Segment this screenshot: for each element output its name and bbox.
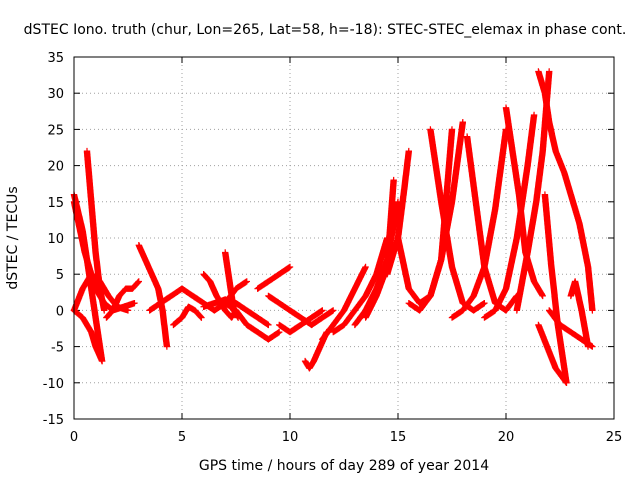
x-tick-label: 15 [390, 430, 407, 445]
series-31 [541, 191, 570, 386]
series-23 [405, 126, 456, 314]
y-tick-label: 10 [47, 232, 64, 247]
x-tick-label: 5 [178, 430, 186, 445]
data-point-markers [535, 321, 570, 386]
y-tick-label: 35 [47, 51, 64, 66]
x-tick-label: 10 [282, 430, 299, 445]
chart-title: dSTEC Iono. truth (chur, Lon=265, Lat=58… [24, 22, 627, 38]
x-tick-label: 0 [70, 430, 78, 445]
series-5 [103, 278, 142, 321]
series-18 [330, 234, 391, 336]
series-13 [254, 263, 294, 292]
data-point-markers [405, 126, 456, 314]
series-30 [535, 68, 596, 314]
y-tick-label: 20 [47, 160, 64, 175]
data-point-markers [135, 242, 171, 350]
axis-ticks: 0 5 10 15 20 25 -15 -10 -5 0 5 10 15 20 25 30 35 [43, 51, 623, 445]
data-point-markers [83, 147, 108, 314]
x-tick-label: 25 [606, 430, 623, 445]
y-tick-label: -10 [43, 377, 64, 392]
y-tick-label: 15 [47, 196, 64, 211]
y-tick-label: 25 [47, 123, 64, 138]
data-points [70, 68, 596, 386]
series-17 [319, 263, 369, 343]
y-tick-label: -5 [51, 341, 64, 356]
data-point-markers [254, 263, 294, 292]
data-point-markers [222, 300, 283, 343]
series-8 [170, 303, 205, 329]
series-4 [83, 147, 108, 314]
data-point-markers [103, 278, 142, 321]
series-21 [384, 147, 412, 278]
series-15 [276, 307, 326, 336]
data-point-markers [567, 278, 592, 350]
plot-frame [73, 56, 615, 420]
y-tick-label: 5 [56, 268, 64, 283]
y-tick-label: 30 [47, 87, 64, 102]
series-6 [135, 242, 171, 350]
y-axis-label: dSTEC / TECUs [5, 186, 21, 289]
series-12 [222, 300, 283, 343]
series-33 [567, 278, 592, 350]
data-point-markers [276, 307, 326, 336]
data-point-markers [384, 147, 412, 278]
data-point-markers [330, 234, 391, 336]
series-26 [463, 133, 520, 314]
data-point-markers [319, 263, 369, 343]
data-point-markers [463, 133, 520, 314]
y-tick-label: -15 [43, 413, 64, 428]
y-tick-label: 0 [56, 304, 64, 319]
data-point-markers [170, 303, 205, 329]
data-point-markers [535, 68, 596, 314]
data-point-markers [541, 191, 570, 386]
series-34 [535, 321, 570, 386]
x-tick-label: 20 [498, 430, 515, 445]
x-axis-label: GPS time / hours of day 289 of year 2014 [199, 458, 489, 474]
